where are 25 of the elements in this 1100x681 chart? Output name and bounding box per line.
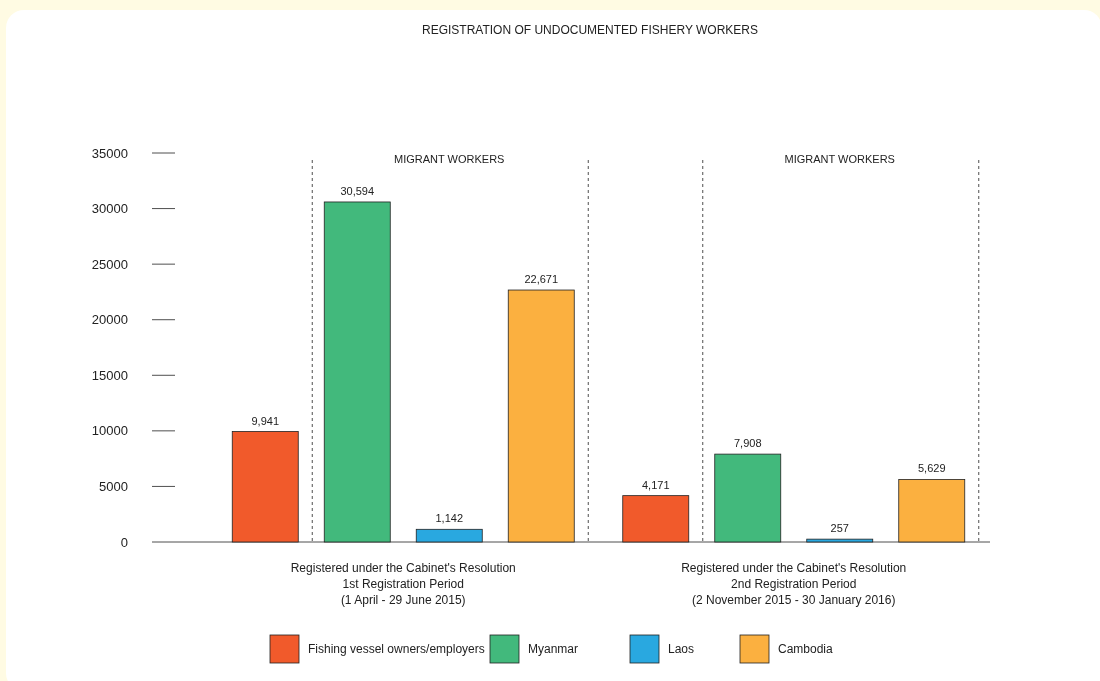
annotation: MIGRANT WORKERS xyxy=(784,153,895,165)
y-tick-label: 0 xyxy=(120,534,128,550)
data-label: 5,629 xyxy=(917,462,946,475)
data-label: 1,142 xyxy=(435,512,464,525)
data-label: 30,594 xyxy=(340,184,375,197)
data-label: 4,171 xyxy=(641,478,670,491)
legend-label: Laos xyxy=(668,642,695,657)
data-label: 22,671 xyxy=(524,273,559,286)
data-label: 257 xyxy=(830,522,849,535)
y-tick-label: 10000 xyxy=(91,423,128,439)
legend-label: Fishing vessel owners/employers xyxy=(308,642,485,657)
y-tick-label: 20000 xyxy=(91,312,128,328)
legend-label: Myanmar xyxy=(528,642,579,657)
y-tick-label: 15000 xyxy=(91,367,128,383)
annotation: MIGRANT WORKERS xyxy=(394,153,505,165)
data-label: 7,908 xyxy=(733,437,762,450)
y-tick-label: 30000 xyxy=(91,201,128,217)
y-tick-label: 5000 xyxy=(99,478,128,494)
chart-title: REGISTRATION OF UNDOCUMENTED FISHERY WORKERS xyxy=(421,23,759,37)
y-tick-label: 35000 xyxy=(91,145,128,161)
x-tick-label: Registered under the Cabinet's Resolution 2nd Registration Period (2 November 2015 - 30 January 2016) xyxy=(681,561,907,607)
x-tick-label: Registered under the Cabinet's Resolution 1st Registration Period (1 April - 29 June 2015) xyxy=(290,561,516,607)
y-tick-label: 25000 xyxy=(91,256,128,272)
legend-label: Cambodia xyxy=(778,642,834,657)
data-label: 9,941 xyxy=(251,414,280,427)
